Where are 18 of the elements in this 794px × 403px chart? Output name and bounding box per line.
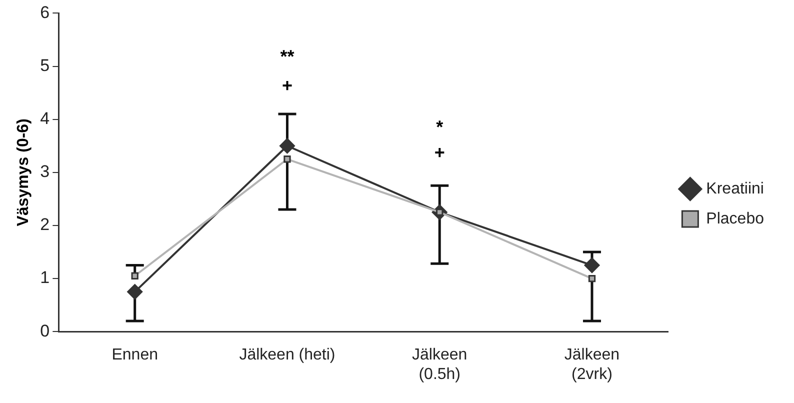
y-tick-label: 6 — [40, 2, 50, 22]
annotation: + — [434, 142, 445, 162]
legend-label: Kreatiini — [706, 180, 764, 198]
x-tick-label: Jälkeen (0.5h) — [412, 346, 468, 383]
annotation: + — [282, 75, 292, 96]
y-axis-title: Väsymys (0-6) — [15, 118, 32, 226]
y-tick-label: 0 — [40, 321, 50, 340]
y-tick-label: 1 — [40, 268, 50, 288]
y-tick-label: 3 — [40, 162, 50, 182]
y-tick-label: 2 — [40, 215, 50, 234]
annotation: ** — [280, 46, 294, 67]
y-tick-label: 5 — [40, 56, 50, 75]
legend-label: Placebo — [706, 210, 764, 228]
x-tick-label: Jälkeen (heti) — [239, 346, 336, 364]
x-tick-label: Jälkeen (2vrk) — [564, 346, 620, 383]
annotation: * — [436, 116, 444, 137]
y-tick-label: 4 — [40, 109, 50, 128]
x-tick-label: Ennen — [112, 346, 158, 364]
